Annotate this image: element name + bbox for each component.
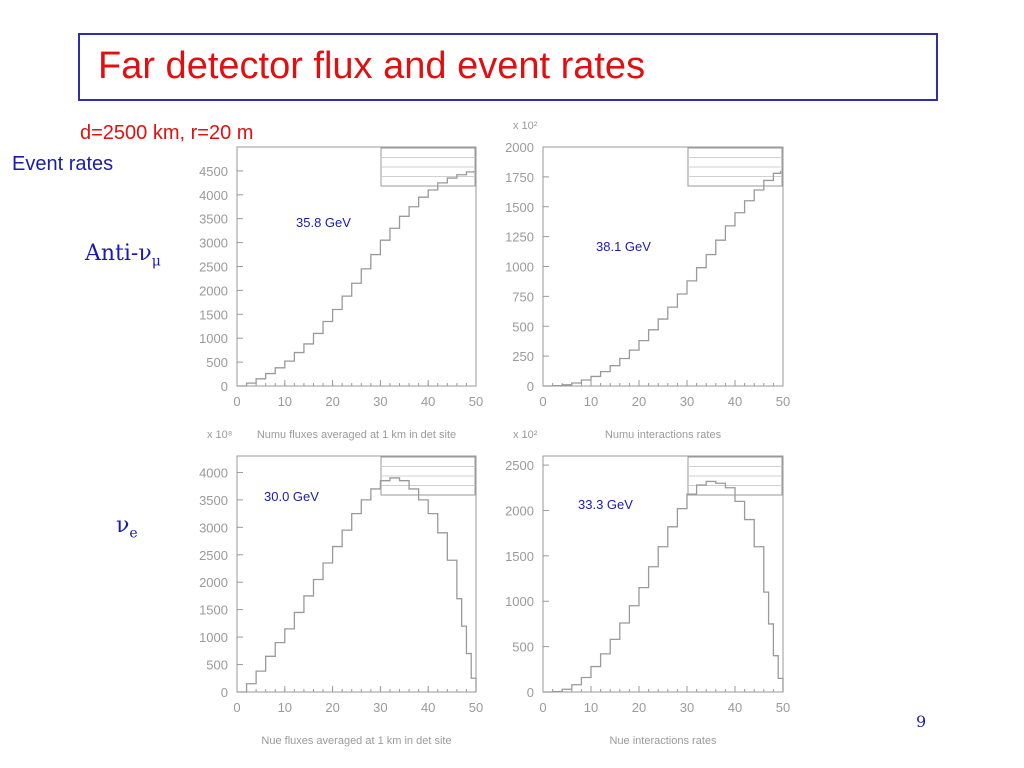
x-tick-label: 10 <box>584 700 598 715</box>
slide-subtitle: d=2500 km, r=20 m <box>80 122 254 144</box>
x-tick-label: 30 <box>680 700 694 715</box>
x-tick-label: 50 <box>776 700 790 715</box>
y-tick-label: 2500 <box>199 548 228 563</box>
y-tick-label: 500 <box>206 355 228 370</box>
x-tick-label: 50 <box>776 394 790 409</box>
x-tick-label: 0 <box>539 700 546 715</box>
y-tick-label: 1000 <box>199 331 228 346</box>
y-tick-label: 2500 <box>505 458 534 473</box>
y-tick-label: 0 <box>527 379 534 394</box>
x-tick-label: 30 <box>373 394 387 409</box>
y-tick-label: 0 <box>221 379 228 394</box>
x-tick-label: 30 <box>680 394 694 409</box>
x-axis-label: Nue fluxes averaged at 1 km in det site <box>261 735 451 747</box>
y-tick-label: 1500 <box>505 200 534 215</box>
y-tick-label: 3000 <box>199 236 228 251</box>
x-tick-label: 40 <box>421 394 435 409</box>
mean-energy-annotation: 33.3 GeV <box>578 497 633 512</box>
y-tick-label: 1000 <box>505 594 534 609</box>
y-tick-label: 1750 <box>505 170 534 185</box>
y-tick-label: 4500 <box>199 164 228 179</box>
x-tick-label: 20 <box>325 700 339 715</box>
plot-frame <box>236 455 477 693</box>
row-label-symbol: ν <box>116 513 130 538</box>
y-tick-label: 3500 <box>199 493 228 508</box>
histogram-series <box>237 170 475 387</box>
x-tick-label: 10 <box>278 700 292 715</box>
x-tick-label: 20 <box>632 700 646 715</box>
y-tick-label: 1500 <box>199 307 228 322</box>
x-tick-label: 50 <box>469 394 483 409</box>
x-tick-label: 40 <box>728 394 742 409</box>
y-scale-label: x 10² <box>513 429 538 441</box>
row-label-anti-numu: Anti-νμ <box>85 241 161 269</box>
y-tick-label: 1500 <box>505 549 534 564</box>
x-tick-label: 0 <box>539 394 546 409</box>
x-tick-label: 50 <box>469 700 483 715</box>
y-tick-label: 750 <box>512 289 534 304</box>
x-tick-label: 40 <box>421 700 435 715</box>
mean-energy-annotation: 30.0 GeV <box>264 489 319 504</box>
y-tick-label: 4000 <box>199 188 228 203</box>
y-tick-label: 0 <box>221 685 228 700</box>
y-tick-label: 2000 <box>199 283 228 298</box>
y-tick-label: 4000 <box>199 465 228 480</box>
row-label-prefix: Anti- <box>85 241 139 266</box>
y-scale-label: x 10² <box>513 120 538 132</box>
histogram-series <box>543 480 784 693</box>
x-tick-label: 20 <box>325 394 339 409</box>
page-number: 9 <box>916 712 927 731</box>
x-tick-label: 20 <box>632 394 646 409</box>
row-label-symbol: ν <box>138 241 152 266</box>
y-scale-label: x 10⁸ <box>207 429 232 441</box>
slide-title: Far detector flux and event rates <box>98 45 646 87</box>
plot-frame <box>542 455 784 693</box>
x-axis-label: Numu fluxes averaged at 1 km in det site <box>257 429 456 441</box>
row-label-subscript: μ <box>151 253 161 270</box>
histogram-series <box>237 477 477 693</box>
x-tick-label: 0 <box>233 394 240 409</box>
y-tick-label: 500 <box>206 658 228 673</box>
x-axis-label: Numu interactions rates <box>605 429 722 441</box>
x-tick-label: 0 <box>233 700 240 715</box>
x-tick-label: 10 <box>584 394 598 409</box>
y-tick-label: 1000 <box>199 630 228 645</box>
y-tick-label: 2000 <box>505 140 534 155</box>
x-axis-label: Nue interactions rates <box>610 735 717 747</box>
y-tick-label: 3500 <box>199 212 228 227</box>
histogram-series <box>543 170 782 387</box>
y-tick-label: 250 <box>512 349 534 364</box>
y-tick-label: 1000 <box>505 260 534 275</box>
x-tick-label: 10 <box>278 394 292 409</box>
x-tick-label: 40 <box>728 700 742 715</box>
title-frame: Far detector flux and event rates <box>78 33 938 101</box>
y-tick-label: 2000 <box>505 503 534 518</box>
x-tick-label: 30 <box>373 700 387 715</box>
event-rates-label: Event rates <box>12 153 114 175</box>
y-tick-label: 500 <box>512 319 534 334</box>
y-tick-label: 500 <box>512 640 534 655</box>
y-tick-label: 2000 <box>199 575 228 590</box>
y-tick-label: 2500 <box>199 260 228 275</box>
y-tick-label: 1500 <box>199 603 228 618</box>
y-tick-label: 0 <box>527 685 534 700</box>
row-label-subscript: e <box>129 525 138 542</box>
mean-energy-annotation: 38.1 GeV <box>596 239 651 254</box>
y-tick-label: 1250 <box>505 230 534 245</box>
row-label-nue: νe <box>116 513 138 541</box>
y-tick-label: 3000 <box>199 520 228 535</box>
mean-energy-annotation: 35.8 GeV <box>296 215 351 230</box>
